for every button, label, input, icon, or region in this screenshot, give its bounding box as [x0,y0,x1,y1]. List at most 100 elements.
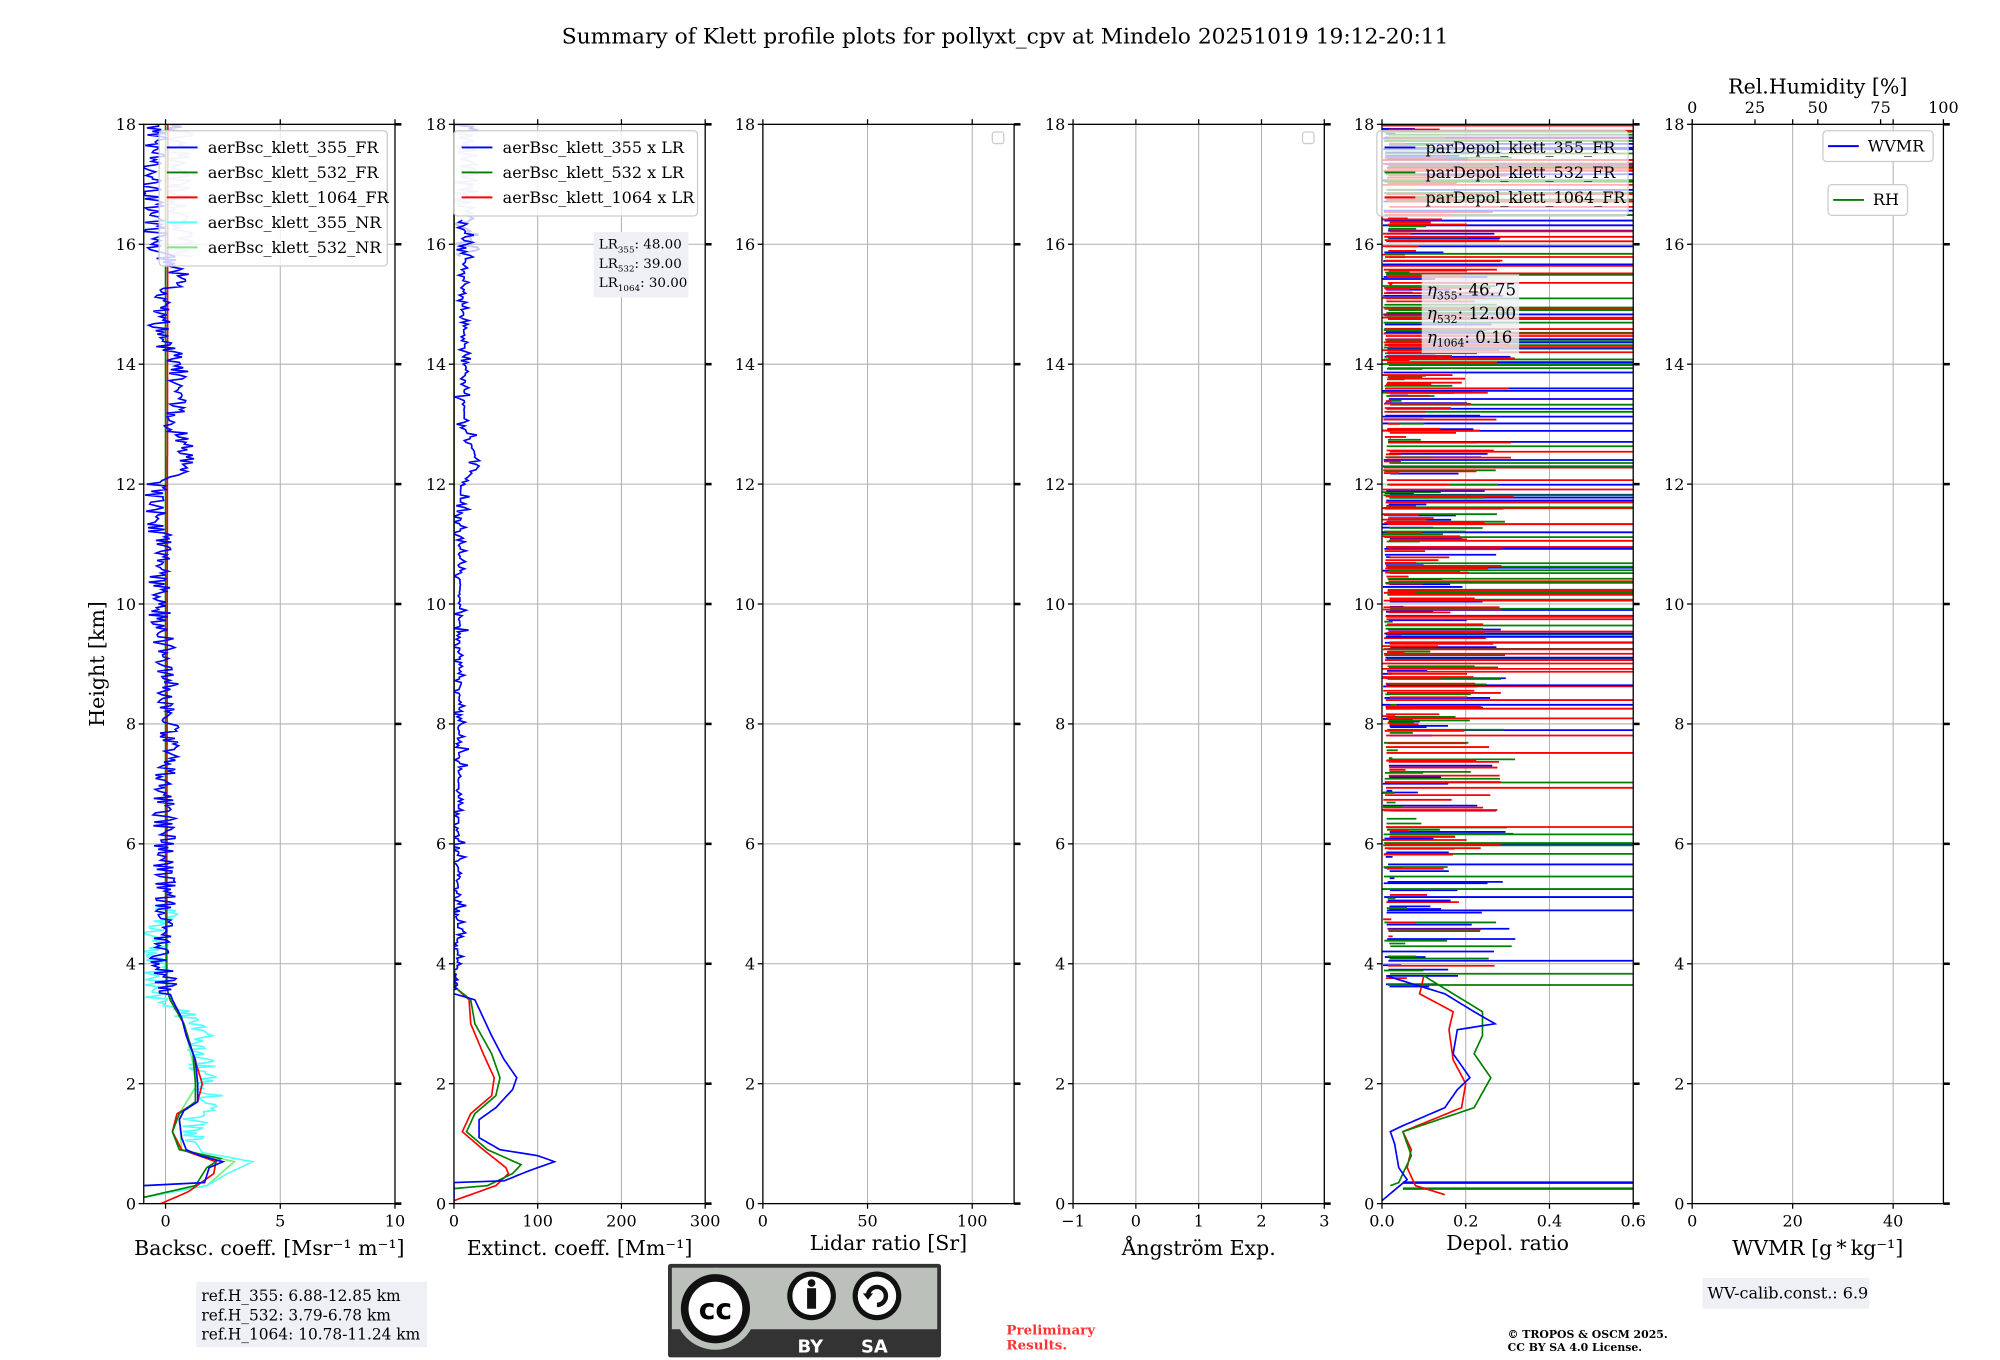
share-alike-icon [865,1284,889,1308]
annotation-subscript: 355 [1437,289,1458,302]
y-tick-label: 2 [1055,1074,1065,1093]
y-tick-label: 4 [745,955,755,974]
top-x-tick-label: 100 [1928,98,1959,117]
legend-label: aerBsc_klett_532_FR [208,163,380,182]
annotation-symbol: η [1427,328,1437,347]
series-line-aerBsc_klett_355_FR [143,124,226,1187]
annotation-line: η355: 46.75 [1427,280,1516,302]
x-tick-label: 0.6 [1620,1212,1645,1231]
annotation-subscript: 532 [1437,313,1458,326]
y-tick-label: 8 [1674,715,1684,734]
cc-by-sa-logo: cc BY SA [668,1263,942,1358]
annotation-value: : 0.16 [1464,328,1512,347]
y-tick-label: 0 [745,1194,755,1213]
y-tick-label: 18 [426,115,446,134]
y-tick-label: 0 [436,1194,446,1213]
y-tick-label: 12 [426,475,446,494]
legend-label: aerBsc_klett_1064 x LR [503,188,695,207]
empty-legend [1301,131,1315,145]
ref-height-355: ref.H_355: 6.88-12.85 km [201,1287,401,1305]
panel-5: 0 2 4 6 8 10 12 14 16 18 0.0 0.2 0.4 0.6 Depol. ratio p… [1354,115,1646,1255]
legend-label: parDepol_klett_532_FR [1426,163,1617,182]
y-tick-label: 6 [436,835,446,854]
annotation-line: LR355: 48.00 [599,238,682,256]
annotation-symbol: LR [599,238,619,253]
annotation-subscript: 1064 [618,284,641,294]
wv-calibration-box: WV-calib.const.: 6.9 [1702,1277,1870,1309]
annotation-value: : 48.00 [635,238,682,253]
y-tick-label: 16 [1045,235,1065,254]
y-axis-label: Height [km] [85,601,109,727]
annotation-symbol: η [1427,304,1437,323]
y-tick-label: 2 [1674,1074,1684,1093]
x-axis-label: Lidar ratio [Sr] [810,1231,967,1255]
x-tick-label: 200 [606,1212,637,1231]
y-tick-label: 4 [436,955,446,974]
x-tick-label: 0 [160,1212,170,1231]
series-line-aerBsc_klett_532 x LR [453,124,523,1190]
legend-label: aerBsc_klett_532 x LR [503,163,685,182]
series-line-parDepol_klett_355_FR [1381,974,1498,1202]
legend-label: aerBsc_klett_1064_FR [208,188,390,207]
x-axis-label: Depol. ratio [1446,1231,1569,1255]
y-tick-label: 0 [126,1194,136,1213]
annotation-symbol: LR [599,257,619,272]
y-tick-label: 12 [1354,475,1374,494]
y-tick-label: 12 [735,475,755,494]
legend: parDepol_klett_355_FR parDepol_klett_532_… [1376,130,1629,217]
axes-frame [1381,123,1634,1205]
x-tick-label: 100 [522,1212,553,1231]
y-tick-label: 6 [1055,835,1065,854]
y-tick-label: 0 [1674,1194,1684,1213]
x-tick-label: 10 [385,1212,405,1231]
annotation-value: : 46.75 [1457,280,1516,299]
legend-rh: RH [1827,183,1909,216]
y-tick-label: 6 [126,835,136,854]
legend: aerBsc_klett_355 x LR aerBsc_klett_532 x … [453,130,699,217]
y-tick-label: 2 [1364,1074,1374,1093]
legend-label: parDepol_klett_355_FR [1426,138,1617,157]
y-tick-label: 10 [735,595,755,614]
y-tick-label: 16 [1664,235,1684,254]
annotation-line: LR1064: 30.00 [599,276,688,294]
y-tick-label: 4 [1055,955,1065,974]
preliminary-line-1: Preliminary [1006,1322,1096,1338]
annotation-line: LR532: 39.00 [599,257,682,275]
y-tick-label: 14 [116,355,136,374]
annotation-line: η532: 12.00 [1427,304,1516,326]
x-tick-label: 0.0 [1369,1212,1394,1231]
y-tick-label: 18 [1354,115,1374,134]
x-tick-label: 100 [957,1212,988,1231]
y-tick-label: 18 [116,115,136,134]
x-tick-label: 0 [758,1212,768,1231]
annotation-subscript: 1064 [1437,337,1465,350]
series-line-aerBsc_klett_355 x LR [453,219,557,1204]
panel-2: 0 2 4 6 8 10 12 14 16 18 0 100 200 300 Extinct. coeff.… [426,115,721,1260]
legend-label: aerBsc_klett_355 x LR [503,138,685,157]
x-tick-label: 0 [1687,1212,1697,1231]
y-tick-label: 0 [1364,1194,1374,1213]
y-tick-label: 14 [1354,355,1374,374]
person-icon [807,1279,816,1287]
series-line-aerBsc_klett_1064 x LR [453,124,510,1202]
y-tick-label: 4 [1674,955,1684,974]
axes-frame [453,123,706,1205]
y-tick-label: 4 [126,955,136,974]
y-tick-label: 2 [126,1074,136,1093]
x-tick-label: 300 [690,1212,721,1231]
annotation-value: : 39.00 [635,257,682,272]
x-tick-label: 0 [449,1212,459,1231]
legend-label: aerBsc_klett_355_NR [208,213,382,232]
plot-area [143,124,256,1204]
cc-sa-text: SA [861,1336,888,1357]
y-tick-label: 0 [1055,1194,1065,1213]
legend-label: WVMR [1868,136,1925,155]
legend-label: aerBsc_klett_532_NR [208,238,382,257]
plot-area [1381,124,1634,1202]
y-tick-label: 8 [1364,715,1374,734]
y-tick-label: 16 [1354,235,1374,254]
y-tick-label: 16 [116,235,136,254]
x-tick-label: −1 [1061,1212,1085,1231]
